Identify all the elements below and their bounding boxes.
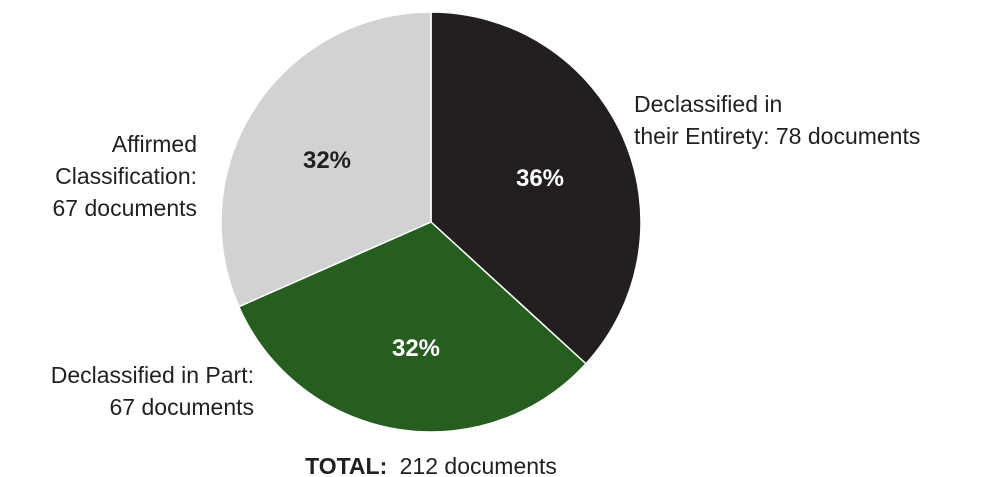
- total-label: TOTAL: 212 documents: [305, 453, 557, 477]
- category-label-line: Declassified in: [634, 91, 782, 117]
- percent-label-affirmed: 32%: [303, 147, 351, 174]
- percent-label-entirety: 36%: [516, 165, 564, 192]
- category-label-part: Declassified in Part: 67 documents: [51, 362, 254, 420]
- percent-labels: 36% 32% 32%: [303, 147, 564, 362]
- category-label-line: 67 documents: [53, 195, 197, 221]
- percent-label-part: 32%: [392, 335, 440, 362]
- category-label-line: Classification:: [55, 163, 197, 189]
- total-value: 212 documents: [400, 453, 557, 477]
- pie-slice-part: [237, 221, 588, 433]
- pie-slice-affirmed: [220, 11, 432, 308]
- pie-slices: [220, 11, 642, 433]
- category-label-line: Affirmed: [112, 131, 197, 157]
- category-label-line: Declassified in Part:: [51, 362, 254, 388]
- category-label-line: 67 documents: [110, 394, 254, 420]
- category-labels: Declassified in their Entirety: 78 docume…: [51, 91, 921, 420]
- category-label-entirety: Declassified in their Entirety: 78 docume…: [634, 91, 920, 149]
- category-label-affirmed: Affirmed Classification: 67 documents: [53, 131, 197, 221]
- pie-slice-entirety: [430, 11, 642, 365]
- total-label-bold: TOTAL:: [305, 453, 387, 477]
- category-label-line: their Entirety: 78 documents: [634, 123, 920, 149]
